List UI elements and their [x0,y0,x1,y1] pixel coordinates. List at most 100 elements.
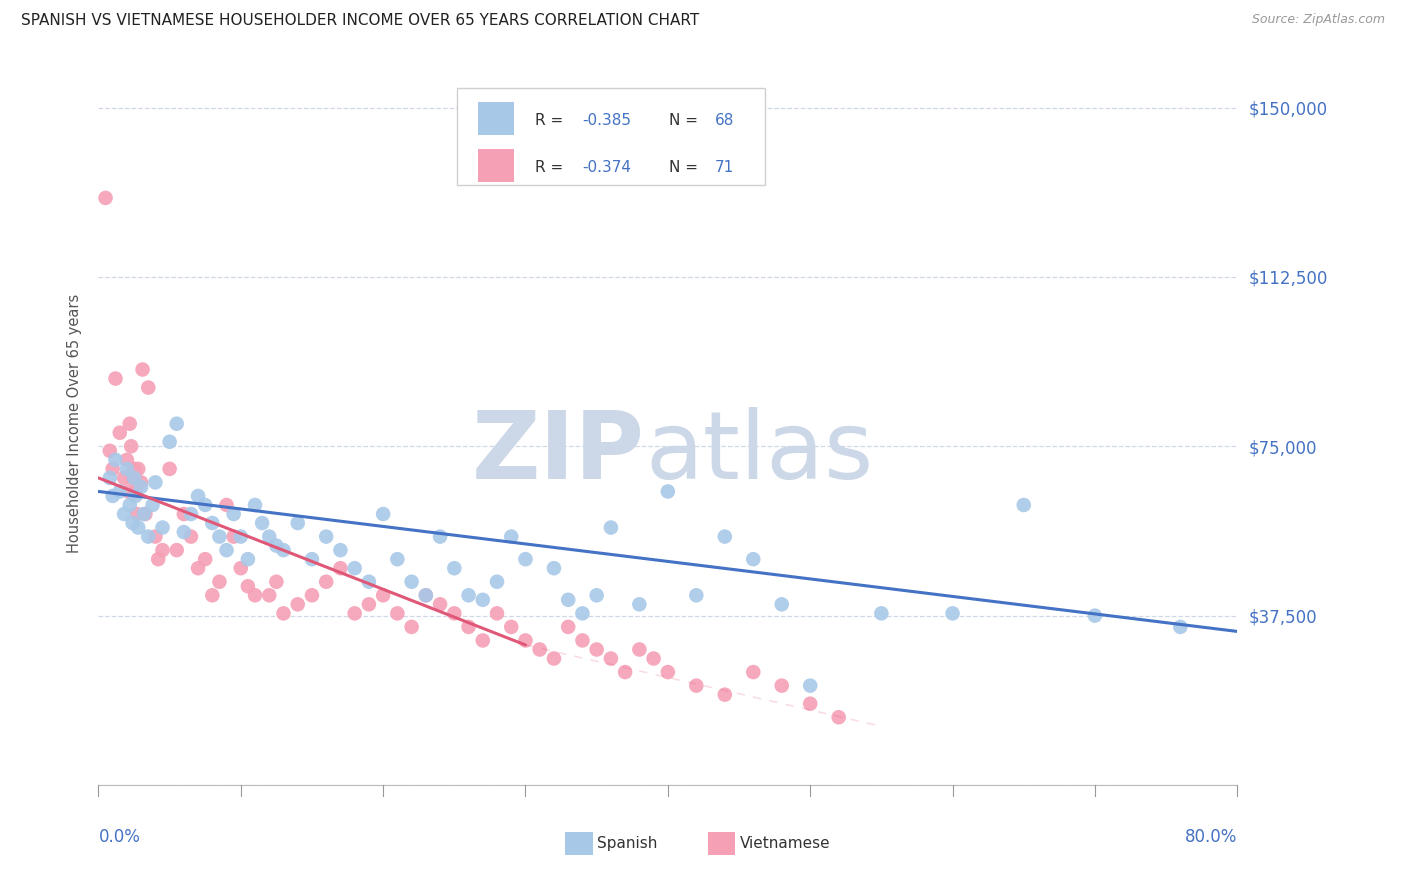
Point [357,598,380,612]
Point [371,507,394,521]
Point [486,607,509,621]
Point [770,598,793,612]
Point [429,530,451,544]
Point [236,552,259,566]
Point [98,443,121,458]
Point [222,530,245,544]
Point [742,665,765,679]
Point [600,520,623,534]
Point [259,530,281,544]
Point [486,574,509,589]
Point [315,530,337,544]
Point [371,588,394,602]
Point [357,574,380,589]
Point [387,552,409,566]
Point [112,471,135,485]
Point [101,489,124,503]
Point [614,665,637,679]
Point [742,552,765,566]
Point [266,574,288,589]
Bar [478,103,515,135]
Point [1084,608,1107,623]
Point [273,543,295,558]
Point [101,462,124,476]
Point [529,642,551,657]
Y-axis label: Householder Income Over 65 years: Householder Income Over 65 years [66,294,82,553]
Point [714,530,737,544]
Point [557,592,579,607]
Point [112,507,135,521]
Point [208,530,231,544]
Point [129,475,152,490]
Point [145,530,167,544]
Text: R =: R = [534,160,568,175]
Point [273,607,295,621]
Point [429,598,451,612]
Point [443,607,465,621]
Point [501,620,523,634]
Point [201,588,224,602]
Point [685,588,707,602]
Point [259,588,281,602]
Text: -0.374: -0.374 [582,160,631,175]
Point [201,516,224,530]
Point [343,561,366,575]
Point [94,191,117,205]
Point [118,417,141,431]
Point [98,471,121,485]
Point [657,484,679,499]
Text: 71: 71 [714,160,734,175]
Point [243,498,266,512]
Point [173,524,195,539]
Point [828,710,851,724]
Point [628,598,651,612]
Point [122,462,145,476]
Point [543,651,565,665]
Point [166,543,188,558]
Point [415,588,437,602]
Point [127,520,149,534]
Point [301,588,323,602]
Point [173,507,195,521]
Point [657,665,679,679]
Point [585,642,607,657]
Point [187,561,209,575]
Bar [565,832,593,855]
Point [557,620,579,634]
Point [329,561,352,575]
Point [127,462,149,476]
Point [208,574,231,589]
Point [159,462,181,476]
Point [457,588,479,602]
Point [104,371,127,385]
Point [714,688,737,702]
Point [343,607,366,621]
Text: -0.385: -0.385 [582,112,631,128]
Point [215,498,238,512]
Point [942,607,965,621]
Point [129,480,152,494]
Point [141,498,163,512]
Point [145,475,167,490]
Point [108,484,131,499]
Point [125,507,148,521]
Point [315,574,337,589]
Text: 68: 68 [714,112,734,128]
Point [471,592,494,607]
Point [222,507,245,521]
Point [148,552,170,566]
Point [643,651,665,665]
Point [515,552,537,566]
Point [870,607,893,621]
Point [770,679,793,693]
Point [685,679,707,693]
Point [443,561,465,575]
Point [152,520,174,534]
Point [121,471,143,485]
Point [571,633,593,648]
Text: Vietnamese: Vietnamese [740,836,830,851]
Point [236,579,259,593]
Point [585,588,607,602]
Point [136,380,159,394]
Text: N =: N = [669,160,703,175]
